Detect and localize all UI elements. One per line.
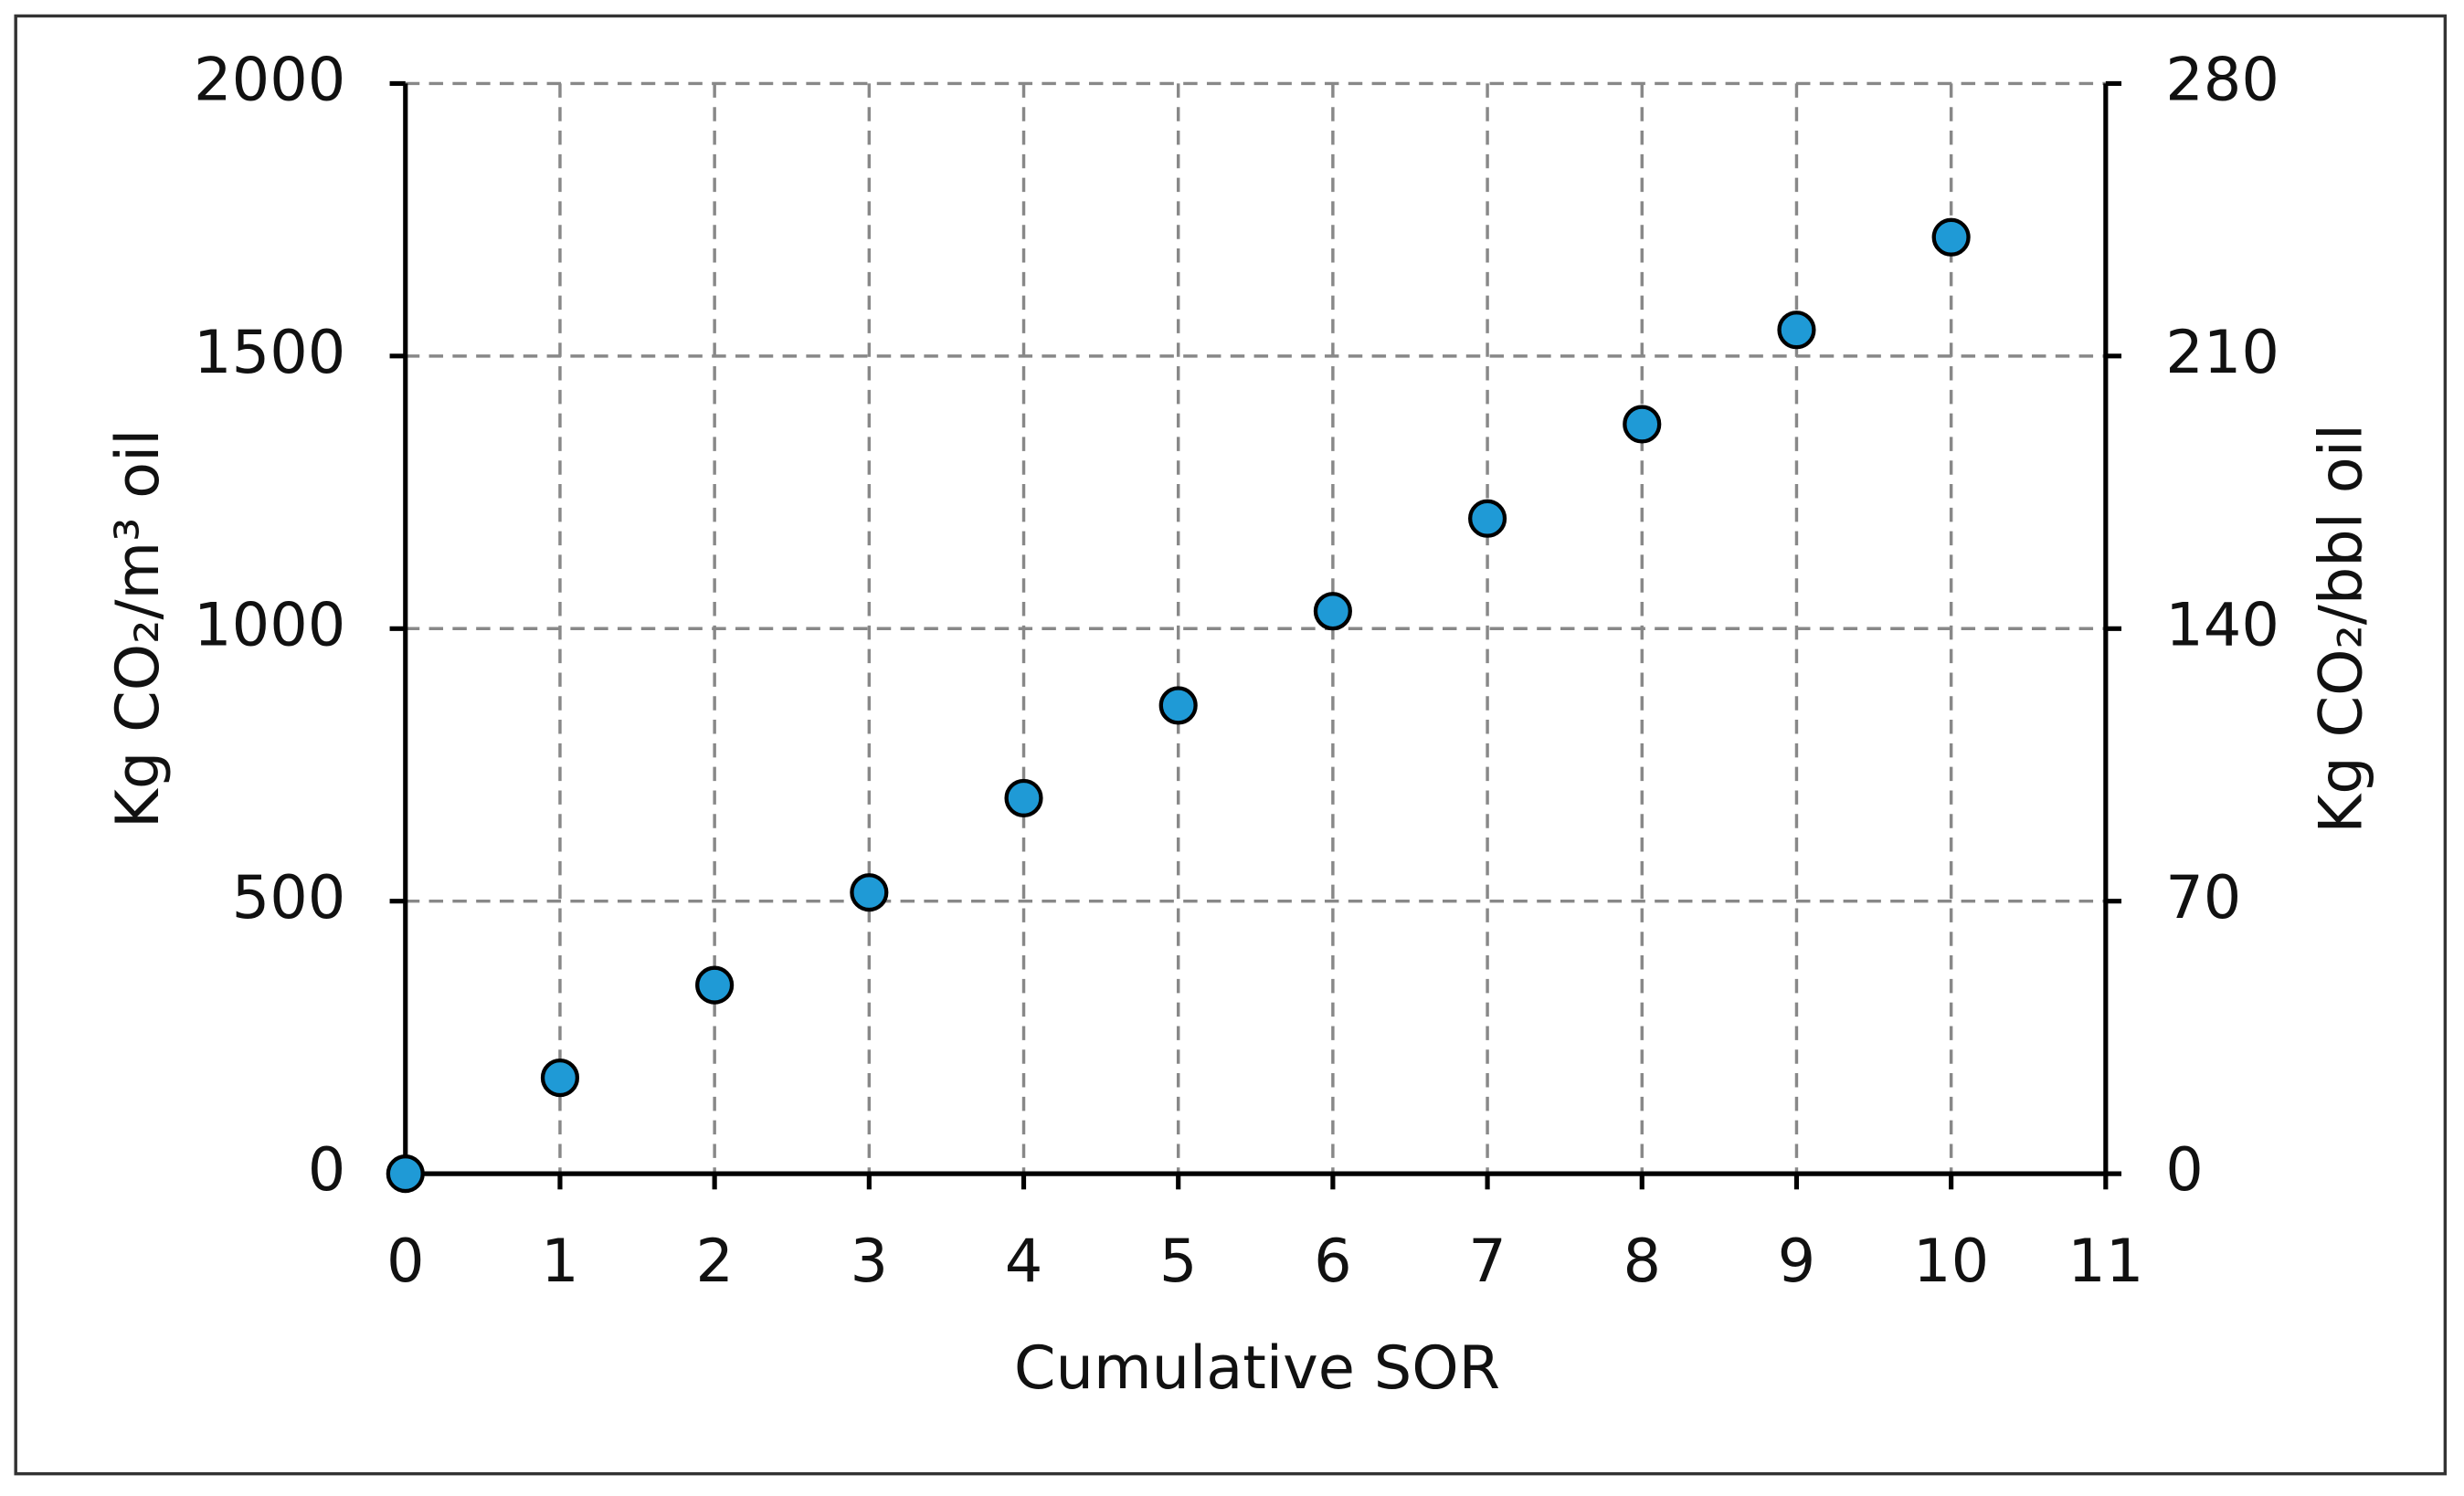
x-tick-label: 2 [695, 1227, 734, 1296]
frame [14, 14, 2448, 1476]
x-tick-label: 1 [541, 1227, 579, 1296]
point [1623, 405, 1662, 444]
point [1313, 592, 1352, 631]
y2-axis-title: Kg CO₂/bbl oil [2306, 424, 2375, 834]
x-tick-label: 9 [1778, 1227, 1816, 1296]
x-tick-label: 4 [1005, 1227, 1043, 1296]
y-tick-label: 0 [308, 1135, 346, 1205]
x-axis-title: Cumulative SOR [1014, 1333, 1500, 1403]
point [695, 965, 735, 1005]
x-tick-label: 3 [851, 1227, 889, 1296]
x-tick-label: 6 [1314, 1227, 1352, 1296]
y2-tick-label: 0 [2165, 1135, 2204, 1205]
point [1468, 499, 1507, 538]
y-tick-label: 1500 [194, 318, 345, 387]
y2-tick-label: 280 [2165, 45, 2279, 114]
y2-tick-label: 70 [2165, 863, 2241, 932]
x-tick-label: 10 [1913, 1227, 1989, 1296]
x-tick-label: 11 [2067, 1227, 2143, 1296]
x-tick-label: 8 [1623, 1227, 1661, 1296]
point [386, 1154, 425, 1194]
x-tick-label: 7 [1468, 1227, 1507, 1296]
point [850, 873, 889, 912]
y-tick-label: 1000 [194, 590, 345, 659]
point [540, 1059, 580, 1098]
point [1931, 217, 1971, 257]
y-tick-label: 2000 [194, 45, 345, 114]
point [1004, 778, 1043, 817]
point [1158, 686, 1198, 725]
x-tick-label: 5 [1159, 1227, 1198, 1296]
y-axis-title: Kg CO₂/m³ oil [103, 429, 173, 828]
x-tick-label: 0 [386, 1227, 425, 1296]
y2-tick-label: 140 [2165, 590, 2279, 659]
y2-tick-label: 210 [2165, 318, 2279, 387]
point [1777, 311, 1816, 350]
y-tick-label: 500 [232, 863, 346, 932]
